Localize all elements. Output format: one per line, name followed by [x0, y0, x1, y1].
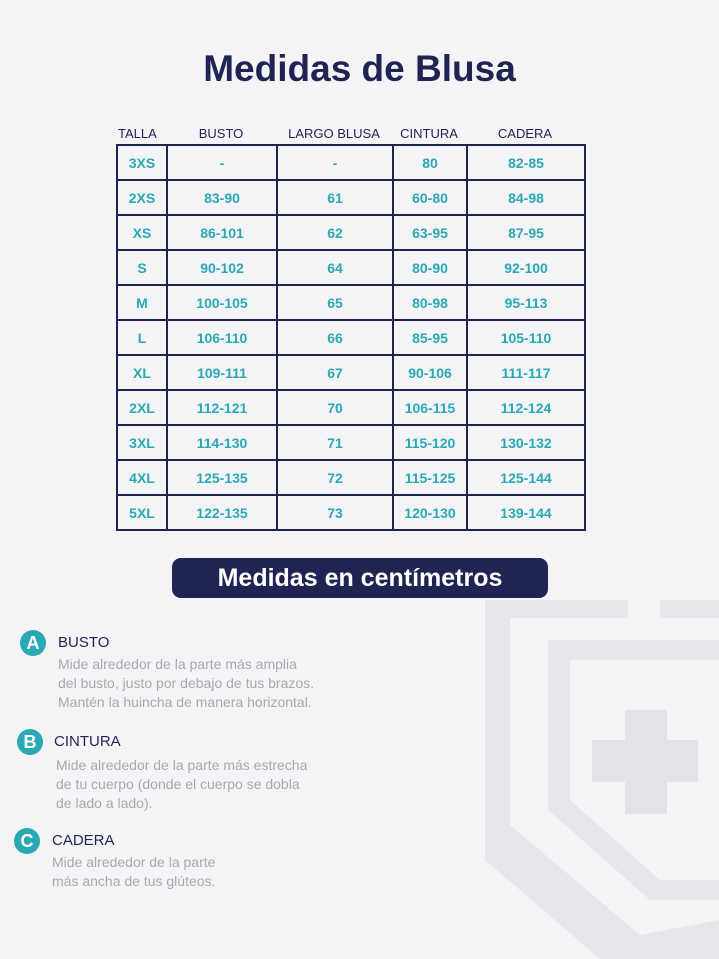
- table-cell: XL: [116, 354, 168, 391]
- table-cell: 84-98: [466, 179, 586, 216]
- units-badge: Medidas en centímetros: [172, 558, 548, 598]
- table-cell: -: [276, 144, 394, 181]
- table-cell: 106-115: [392, 389, 468, 426]
- table-cell: 63-95: [392, 214, 468, 251]
- table-cell: 95-113: [466, 284, 586, 321]
- column-header: CINTURA: [400, 126, 458, 141]
- table-cell: 115-120: [392, 424, 468, 461]
- table-cell: 90-102: [166, 249, 278, 286]
- table-row: 3XL 114-130 71 115-120 130-132: [116, 424, 586, 461]
- column-header: CADERA: [497, 126, 553, 141]
- section-letter: A: [20, 630, 46, 656]
- section-text: de lado a lado).: [56, 795, 153, 811]
- table-cell: S: [116, 249, 168, 286]
- table-cell: M: [116, 284, 168, 321]
- table-cell: 72: [276, 459, 394, 496]
- table-cell: 3XS: [116, 144, 168, 181]
- table-cell: 83-90: [166, 179, 278, 216]
- table-cell: 62: [276, 214, 394, 251]
- section-text: Mide alrededor de la parte: [52, 854, 216, 870]
- table-cell: 71: [276, 424, 394, 461]
- table-cell: XS: [116, 214, 168, 251]
- table-row: XS 86-101 62 63-95 87-95: [116, 214, 586, 251]
- section-text: del busto, justo por debajo de tus brazo…: [58, 675, 315, 691]
- table-cell: 92-100: [466, 249, 586, 286]
- table-row: 2XL 112-121 70 106-115 112-124: [116, 389, 586, 426]
- table-cell: 87-95: [466, 214, 586, 251]
- column-header: TALLA: [118, 126, 157, 141]
- table-row: 3XS - -80 82-85: [116, 144, 586, 181]
- table-row: 4XL 125-135 72 115-125 125-144: [116, 459, 586, 496]
- table-cell: 5XL: [116, 494, 168, 531]
- table-cell: 105-110: [466, 319, 586, 356]
- section-text: Mide alrededor de la parte más amplia: [58, 656, 297, 672]
- column-header: LARGO BLUSA: [288, 126, 380, 141]
- section-text: de tu cuerpo (donde el cuerpo se dobla: [56, 776, 300, 792]
- table-cell: -: [166, 144, 278, 181]
- section-heading: CINTURA: [54, 733, 121, 750]
- table-cell: 86-101: [166, 214, 278, 251]
- table-cell: 112-124: [466, 389, 586, 426]
- section-letter: C: [14, 828, 40, 854]
- table-cell: 65: [276, 284, 394, 321]
- table-cell: 114-130: [166, 424, 278, 461]
- section-text: Mantén la huincha de manera horizontal.: [58, 694, 312, 710]
- section-letter: B: [17, 729, 43, 755]
- title: Medidas de Blusa: [203, 48, 516, 89]
- section-text: más ancha de tus glúteos.: [52, 873, 216, 889]
- table-cell: 80-90: [392, 249, 468, 286]
- table-cell: 111-117: [466, 354, 586, 391]
- table-row: L 106-110 66 85-95 105-110: [116, 319, 586, 356]
- table-cell: 3XL: [116, 424, 168, 461]
- table-cell: 130-132: [466, 424, 586, 461]
- table-cell: L: [116, 319, 168, 356]
- table-cell: 139-144: [466, 494, 586, 531]
- table-row: XL 109-111 67 90-106 111-117: [116, 354, 586, 391]
- table-cell: 60-80: [392, 179, 468, 216]
- table-cell: 106-110: [166, 319, 278, 356]
- table-cell: 70: [276, 389, 394, 426]
- section-heading: BUSTO: [58, 634, 110, 651]
- table-cell: 73: [276, 494, 394, 531]
- size-table: 3XS - -80 82-85 2XS 83-90 61 60-80 84-98 XS 86-101…: [116, 144, 586, 531]
- table-row: 5XL 122-135 73 120-130 139-144: [116, 494, 586, 531]
- table-cell: 61: [276, 179, 394, 216]
- table-cell: 66: [276, 319, 394, 356]
- table-cell: 122-135: [166, 494, 278, 531]
- table-cell: 80-98: [392, 284, 468, 321]
- table-cell: 4XL: [116, 459, 168, 496]
- table-cell: 82-85: [466, 144, 586, 181]
- table-cell: 90-106: [392, 354, 468, 391]
- table-cell: 85-95: [392, 319, 468, 356]
- table-cell: 125-144: [466, 459, 586, 496]
- table-cell: 100-105: [166, 284, 278, 321]
- table-row: S 90-102 64 80-90 92-100: [116, 249, 586, 286]
- table-cell: 64: [276, 249, 394, 286]
- table-cell: 80: [392, 144, 468, 181]
- table-cell: 125-135: [166, 459, 278, 496]
- table-cell: 2XS: [116, 179, 168, 216]
- table-cell: 115-125: [392, 459, 468, 496]
- table-cell: 120-130: [392, 494, 468, 531]
- table-row: M 100-105 65 80-98 95-113: [116, 284, 586, 321]
- section-text: Mide alrededor de la parte más estrecha: [56, 757, 308, 773]
- table-cell: 67: [276, 354, 394, 391]
- table-cell: 2XL: [116, 389, 168, 426]
- section-heading: CADERA: [52, 832, 115, 849]
- table-row: 2XS 83-90 61 60-80 84-98: [116, 179, 586, 216]
- column-header: BUSTO: [198, 126, 244, 141]
- table-cell: 112-121: [166, 389, 278, 426]
- table-cell: 109-111: [166, 354, 278, 391]
